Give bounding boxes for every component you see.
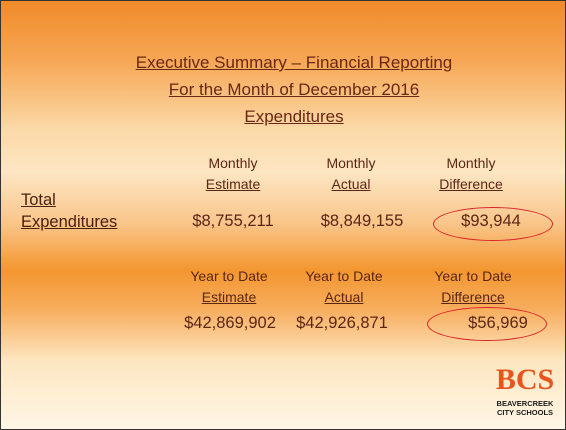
amount: $93,944 <box>461 212 521 230</box>
title-line: Expenditures <box>244 107 344 126</box>
column-header: Estimate <box>205 176 261 192</box>
logo-text: CITY SCHOOLS <box>496 408 554 417</box>
amount: $56,969 <box>468 314 528 332</box>
column-header: Monthly <box>446 155 496 171</box>
column-header: Actual <box>331 176 371 192</box>
amount: $42,869,902 <box>184 314 276 332</box>
column-header: Monthly <box>326 155 376 171</box>
amount: $42,926,871 <box>296 314 388 332</box>
column-header: Actual <box>324 289 364 305</box>
column-header: Year to Date <box>305 268 383 284</box>
highlight-ellipse <box>427 307 547 341</box>
row-label: Expenditures <box>21 213 118 231</box>
amount: $8,755,211 <box>192 212 274 230</box>
column-header: Estimate <box>201 289 257 305</box>
column-header: Monthly <box>208 155 258 171</box>
title-line: For the Month of December 2016 <box>168 80 420 99</box>
logo-text: BEAVERCREEK <box>496 399 554 408</box>
highlight-ellipse <box>433 207 553 241</box>
amount: $8,849,155 <box>320 212 404 230</box>
column-header: Difference <box>439 176 503 192</box>
column-header: Difference <box>441 289 505 305</box>
title-line: Executive Summary – Financial Reporting <box>135 53 453 72</box>
logo-mark: BCS <box>495 363 555 396</box>
column-header: Year to Date <box>434 268 512 284</box>
column-header: Year to Date <box>190 268 268 284</box>
row-label: Total <box>21 191 56 209</box>
